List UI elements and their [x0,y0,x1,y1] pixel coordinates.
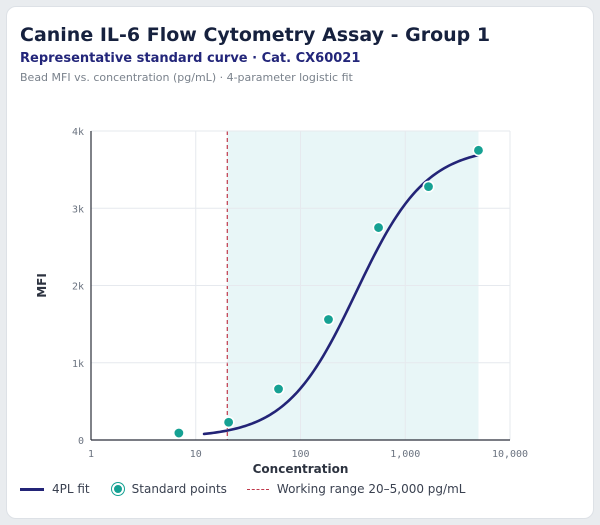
legend-item-range: Working range 20–5,000 pg/mL [246,482,466,496]
standard-point [422,180,435,193]
x-tick-label: 10 [190,449,202,460]
legend-item-points: Standard points [110,482,227,496]
chart-subtitle: Representative standard curve · Cat. CX6… [20,51,361,66]
legend-points-swatch [111,483,124,495]
standard-point [172,427,185,440]
labels-layer: 1 10 100 1,000 10,000 0 1k 2k 3k 4k Concentration M… [35,127,528,476]
x-tick-label: 10,000 [492,449,528,460]
legend-range-swatch [246,488,269,490]
y-axis-title: MFI [35,273,49,298]
y-tick-label: 0 [78,436,84,447]
x-tick-label: 1,000 [390,449,420,460]
axis-layer [90,131,510,441]
fit-curve [202,153,480,436]
standard-point [372,221,385,234]
points-layer [172,144,485,440]
x-tick-label: 100 [291,449,309,460]
chart-caption: Bead MFI vs. concentration (pg/mL) · 4-p… [20,71,353,84]
x-axis-title: Concentration [253,462,349,476]
standard-point [272,383,285,396]
legend: 4PL fit Standard points Working range 20… [20,482,485,496]
chart-title: Canine IL-6 Flow Cytometry Assay - Group… [20,24,491,46]
y-tick-label: 3k [72,204,84,215]
x-tick-label: 1 [88,449,94,460]
legend-range-label: Working range 20–5,000 pg/mL [276,482,466,496]
y-tick-label: 1k [72,359,84,370]
legend-item-fit: 4PL fit [20,482,90,496]
fit-layer [202,153,480,436]
legend-points-label: Standard points [131,482,227,496]
standard-point [222,416,235,429]
legend-fit-label: 4PL fit [52,482,90,496]
y-tick-label: 2k [72,282,84,293]
y-tick-label: 4k [72,127,84,138]
standard-point [322,313,335,326]
standard-point [472,144,485,157]
legend-fit-swatch [20,487,44,491]
